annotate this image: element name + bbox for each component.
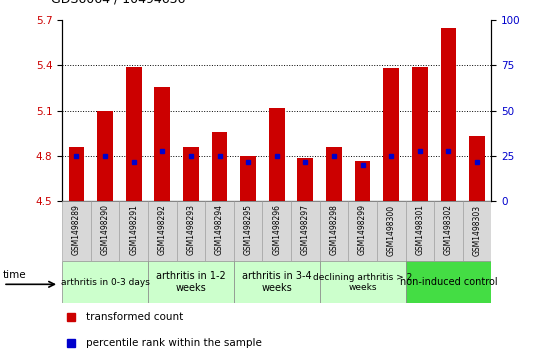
Text: GSM1498297: GSM1498297 (301, 204, 310, 256)
Bar (298, 158, 313, 201)
Bar (240, 156, 256, 201)
Text: GSM1498303: GSM1498303 (472, 204, 482, 256)
Bar (441, 28, 456, 201)
Bar (269, 108, 285, 201)
Text: GSM1498289: GSM1498289 (72, 204, 81, 255)
Text: GSM1498296: GSM1498296 (272, 204, 281, 256)
Bar (412, 67, 428, 201)
Text: GDS6064 / 10494636: GDS6064 / 10494636 (51, 0, 186, 5)
Text: arthritis in 3-4
weeks: arthritis in 3-4 weeks (242, 272, 312, 293)
Bar (91, 201, 119, 261)
Bar (119, 201, 148, 261)
Bar (377, 201, 406, 261)
Bar (62, 261, 148, 303)
Bar (148, 261, 234, 303)
Bar (406, 261, 491, 303)
Bar (154, 86, 170, 201)
Text: GSM1498295: GSM1498295 (244, 204, 253, 256)
Bar (97, 111, 113, 201)
Bar (291, 201, 320, 261)
Bar (326, 147, 342, 201)
Text: percentile rank within the sample: percentile rank within the sample (86, 338, 261, 348)
Text: GSM1498290: GSM1498290 (100, 204, 110, 256)
Bar (434, 201, 463, 261)
Text: arthritis in 0-3 days: arthritis in 0-3 days (60, 278, 150, 287)
Bar (177, 201, 205, 261)
Bar (463, 201, 491, 261)
Text: arthritis in 1-2
weeks: arthritis in 1-2 weeks (156, 272, 226, 293)
Text: GSM1498299: GSM1498299 (358, 204, 367, 256)
Bar (406, 201, 434, 261)
Bar (234, 261, 320, 303)
Text: GSM1498301: GSM1498301 (415, 204, 424, 256)
Bar (383, 68, 399, 201)
Text: GSM1498291: GSM1498291 (129, 204, 138, 255)
Text: GSM1498300: GSM1498300 (387, 204, 396, 256)
Text: GSM1498294: GSM1498294 (215, 204, 224, 256)
Bar (205, 201, 234, 261)
Text: GSM1498292: GSM1498292 (158, 204, 167, 255)
Bar (126, 67, 141, 201)
Text: GSM1498302: GSM1498302 (444, 204, 453, 256)
Bar (212, 132, 227, 201)
Bar (348, 201, 377, 261)
Bar (69, 147, 84, 201)
Bar (320, 261, 406, 303)
Text: declining arthritis > 2
weeks: declining arthritis > 2 weeks (313, 273, 412, 292)
Bar (469, 136, 485, 201)
Bar (183, 147, 199, 201)
Text: transformed count: transformed count (86, 312, 183, 322)
Text: non-induced control: non-induced control (400, 277, 497, 287)
Text: GSM1498293: GSM1498293 (186, 204, 195, 256)
Bar (148, 201, 177, 261)
Bar (320, 201, 348, 261)
Text: GSM1498298: GSM1498298 (329, 204, 339, 255)
Bar (62, 201, 91, 261)
Bar (355, 161, 370, 201)
Bar (262, 201, 291, 261)
Bar (234, 201, 262, 261)
Text: time: time (3, 270, 27, 280)
